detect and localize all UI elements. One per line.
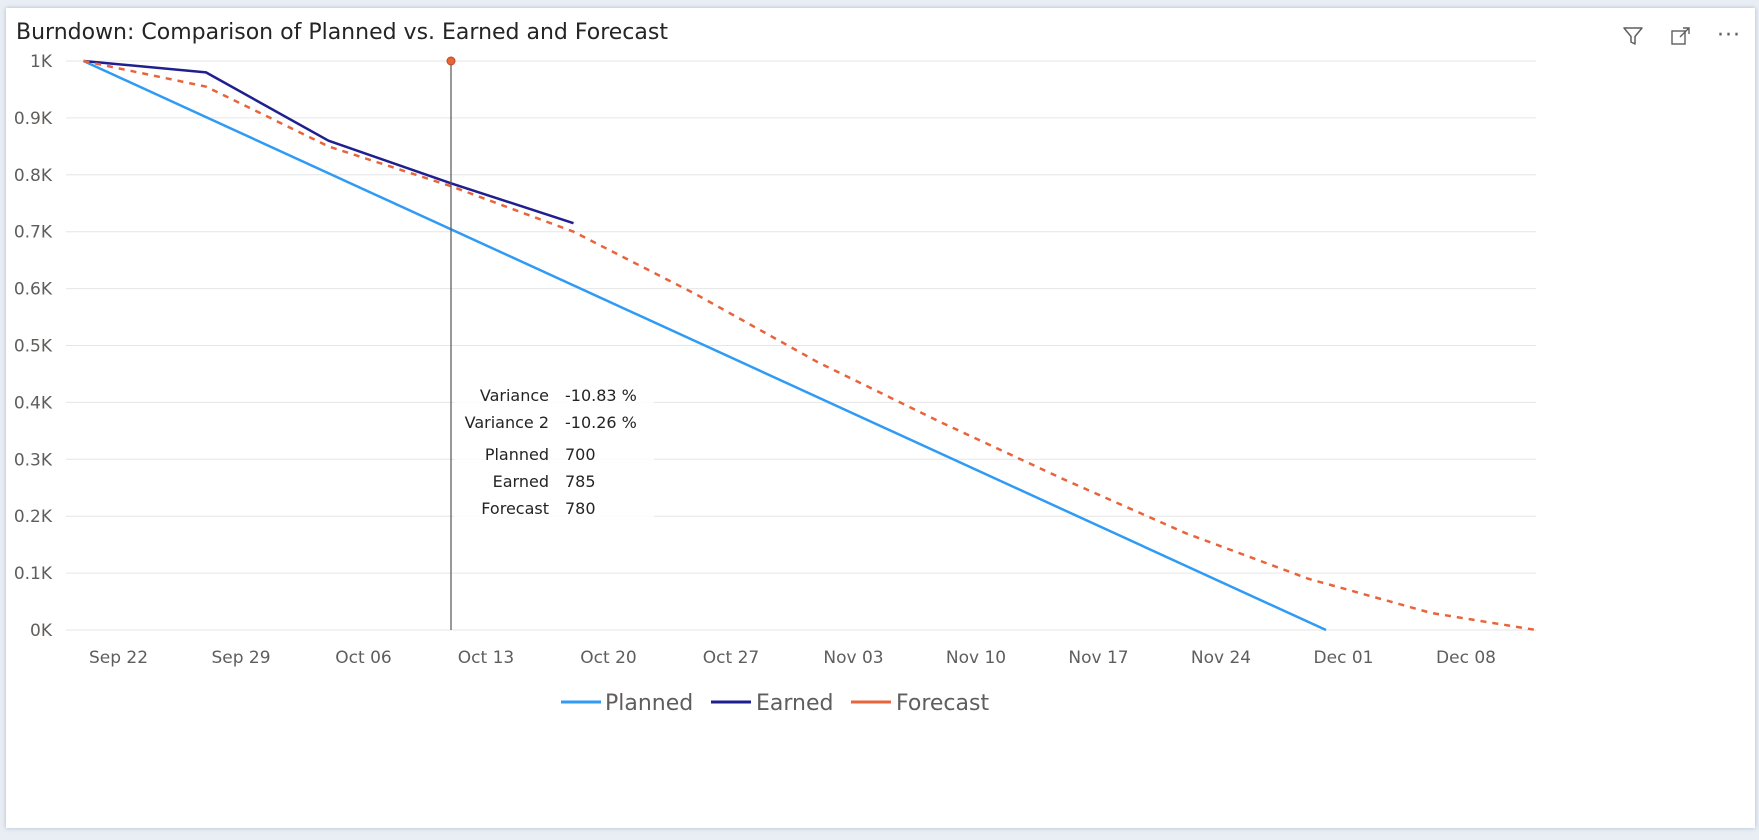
- y-tick-label-1: 0.1K: [14, 564, 53, 584]
- tooltip-value-4: 780: [565, 499, 596, 518]
- legend-label-planned: Planned: [605, 691, 693, 716]
- chart-title: Burndown: Comparison of Planned vs. Earn…: [16, 20, 668, 45]
- x-tick-label-11: Dec 08: [1436, 648, 1496, 668]
- x-tick-label-8: Nov 17: [1068, 648, 1128, 668]
- series-line-planned: [82, 59, 1327, 632]
- visual-header-icons: ···: [1619, 22, 1743, 50]
- series-line-earned: [83, 59, 574, 225]
- tooltip-box: [454, 383, 654, 538]
- tooltip-label-0: Variance: [480, 386, 549, 405]
- x-tick-label-0: Sep 22: [89, 648, 148, 668]
- tooltip-value-0: -10.83 %: [565, 386, 637, 405]
- tooltip-value-1: -10.26 %: [565, 413, 637, 432]
- focus-mode-icon[interactable]: [1667, 22, 1695, 50]
- y-tick-label-10: 1K: [30, 52, 53, 72]
- legend-label-forecast: Forecast: [896, 691, 989, 716]
- legend-label-earned: Earned: [756, 691, 833, 716]
- legend: Planned Earned Forecast: [561, 691, 989, 716]
- x-tick-label-7: Nov 10: [946, 648, 1006, 668]
- y-axis: 0K 0.1K 0.2K 0.3K 0.4K 0.5K 0.6K 0.7K 0.8K 0.9K 1K: [14, 52, 53, 641]
- x-tick-label-10: Dec 01: [1314, 648, 1374, 668]
- y-tick-label-4: 0.4K: [14, 393, 53, 413]
- burndown-chart: 0K 0.1K 0.2K 0.3K 0.4K 0.5K 0.6K 0.7K 0.8K 0.9K 1K…: [14, 52, 1537, 716]
- tooltip-label-3: Earned: [493, 472, 549, 491]
- y-tick-label-3: 0.3K: [14, 450, 53, 470]
- x-tick-label-1: Sep 29: [211, 648, 270, 668]
- y-tick-label-9: 0.9K: [14, 109, 53, 129]
- tooltip-label-1: Variance 2: [465, 413, 549, 432]
- gridlines: [66, 60, 1536, 631]
- tooltip-label-2: Planned: [485, 445, 549, 464]
- y-tick-label-7: 0.7K: [14, 223, 53, 243]
- x-axis: Sep 22 Sep 29 Oct 06 Oct 13 Oct 20 Oct 27 Nov …: [89, 648, 1496, 668]
- x-tick-label-2: Oct 06: [335, 648, 391, 668]
- x-tick-label-9: Nov 24: [1191, 648, 1251, 668]
- y-tick-label-8: 0.8K: [14, 166, 53, 186]
- tooltip-value-2: 700: [565, 445, 596, 464]
- x-tick-label-4: Oct 20: [580, 648, 636, 668]
- x-tick-label-6: Nov 03: [823, 648, 883, 668]
- y-tick-label-5: 0.5K: [14, 337, 53, 357]
- more-options-icon[interactable]: ···: [1717, 23, 1741, 48]
- x-tick-label-3: Oct 13: [458, 648, 514, 668]
- filter-icon[interactable]: [1619, 22, 1647, 50]
- tooltip-value-3: 785: [565, 472, 596, 491]
- y-tick-label-0: 0K: [30, 621, 53, 641]
- tooltip-label-4: Forecast: [481, 499, 549, 518]
- hover-indicator: [446, 56, 456, 630]
- x-tick-label-5: Oct 27: [703, 648, 759, 668]
- y-tick-label-6: 0.6K: [14, 280, 53, 300]
- chart-card: Burndown: Comparison of Planned vs. Earn…: [6, 8, 1755, 828]
- y-tick-label-2: 0.2K: [14, 507, 53, 527]
- series-line-forecast: [83, 59, 1537, 632]
- hover-tooltip: Variance -10.83 % Variance 2 -10.26 % Planne…: [454, 383, 654, 538]
- hover-marker: [446, 56, 456, 66]
- series-lines: [82, 59, 1537, 632]
